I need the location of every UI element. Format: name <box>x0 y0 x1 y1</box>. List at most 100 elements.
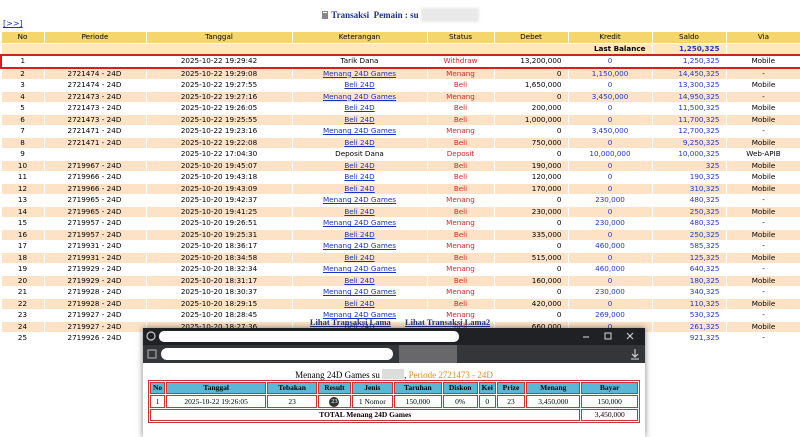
cell-text: 1 <box>20 56 26 66</box>
cell: Beli <box>426 205 495 218</box>
cell-text: 0 <box>556 195 562 205</box>
cell-text: 2719926 - 24D <box>67 333 122 343</box>
link[interactable]: Beli 24D <box>344 321 375 331</box>
title-bar <box>143 328 645 345</box>
cell-text: 0 <box>607 321 613 331</box>
link[interactable]: Menang 24D Games <box>322 218 397 228</box>
link[interactable]: Menang 24D Games <box>322 287 397 297</box>
cell-text: 2719931 - 24D <box>67 252 122 262</box>
link[interactable]: Lihat Transaksi Lama2 <box>404 317 491 327</box>
cell: Withdraw <box>426 54 495 69</box>
link[interactable]: Menang 24D Games <box>322 264 397 274</box>
link[interactable]: Beli 24D <box>344 252 375 262</box>
cell-text: 0 <box>556 149 562 159</box>
cell: 11,700,325 <box>651 113 727 126</box>
cell-text: 120,000 <box>531 172 562 182</box>
link[interactable]: Beli 24D <box>344 80 375 90</box>
cell-text: 0 <box>556 264 562 274</box>
cell-text: - <box>762 287 765 297</box>
cell-text: Beli <box>453 160 468 170</box>
cell: 0 <box>567 102 653 115</box>
cell: 9,250,325 <box>651 136 727 149</box>
link[interactable]: Menang 24D Games <box>322 241 397 251</box>
cell-text: 4 <box>20 91 25 101</box>
cell: Beli 24D <box>291 79 428 92</box>
transaction-row: 20 2719929 - 24D 2025-10-20 18:31:17 Beli 2… <box>0 274 800 287</box>
cell-text: 230,000 <box>595 195 625 205</box>
cell: 20 <box>0 274 45 287</box>
cell-text: 2025-10-20 18:27:36 <box>180 321 258 331</box>
link[interactable]: Beli 24D <box>344 172 375 182</box>
link[interactable]: Menang 24D Games <box>322 91 397 101</box>
cell-text: 19 <box>17 264 28 274</box>
link[interactable]: Beli 24D <box>344 229 375 239</box>
link[interactable]: Beli 24D <box>344 298 375 308</box>
cell-text: 2719929 - 24D <box>67 275 122 285</box>
link[interactable]: Beli 24D <box>344 103 375 113</box>
cell: Beli 24D <box>291 159 428 172</box>
cell-text: 335,000 <box>531 229 562 239</box>
link[interactable]: Beli 24D <box>344 275 375 285</box>
cell: Mobile <box>725 297 800 310</box>
cell: 3,450,000 <box>526 395 581 408</box>
link[interactable]: Menang 24D Games <box>322 126 397 136</box>
cell: 200,000 <box>493 102 569 115</box>
blur <box>420 8 479 22</box>
cell-text: Beli <box>453 298 468 308</box>
cell: Beli 24D <box>291 136 428 149</box>
page-title: Transaksi Pemain : su <box>0 8 800 22</box>
cell: 22 <box>0 297 45 310</box>
nav-link[interactable]: [>>] <box>3 19 23 28</box>
cell: Beli 24D <box>291 171 428 184</box>
cell-text: 21 <box>17 287 28 297</box>
cell: Menang 24D Games <box>291 67 428 80</box>
cell: 480,325 <box>651 217 727 230</box>
cell-text: 230,000 <box>595 218 625 228</box>
cell: 585,325 <box>651 240 727 253</box>
link[interactable]: Beli 24D <box>344 137 375 147</box>
cell: Mobile <box>725 171 800 184</box>
link[interactable]: Beli 24D <box>344 114 375 124</box>
cell: 230,000 <box>567 217 653 230</box>
link[interactable]: Menang 24D Games <box>322 310 397 320</box>
cell: Beli <box>426 297 495 310</box>
cell: 250,325 <box>651 205 727 218</box>
cell-text: Mobile <box>751 229 776 239</box>
link[interactable]: Beli 24D <box>344 206 375 216</box>
cell: Mobile <box>725 274 800 287</box>
cell: 190,000 <box>493 159 569 172</box>
cell-text: 460,000 <box>595 264 625 274</box>
transaction-row: 11 2719966 - 24D 2025-10-20 19:43:18 Beli 2… <box>0 171 800 184</box>
cell-text: 12,700,325 <box>678 126 720 136</box>
links: Lihat Transaksi Lama Lihat Transaksi Lam… <box>0 317 800 327</box>
cell-text: 2025-10-20 18:32:34 <box>180 264 258 274</box>
cell-text: 515,000 <box>531 252 562 262</box>
cell: 11 <box>0 171 45 184</box>
cell: 10,000,325 <box>651 148 727 161</box>
column-header: Tanggal <box>166 382 267 394</box>
cell: Beli <box>426 182 495 195</box>
cell-text: Mobile <box>751 137 776 147</box>
cell: 0 <box>567 54 653 69</box>
cell-text: Beli <box>453 229 468 239</box>
cell: Menang <box>426 67 495 80</box>
cell-text: - <box>762 218 765 228</box>
cell-text: 13 <box>17 195 28 205</box>
link[interactable]: Menang 24D Games <box>322 195 397 205</box>
cell-text: - <box>762 333 765 343</box>
link[interactable]: Beli 24D <box>344 183 375 193</box>
link[interactable]: Lihat Transaksi Lama <box>309 317 391 327</box>
cell: 2025-10-22 17:04:30 <box>145 148 293 161</box>
link[interactable]: Beli 24D <box>344 160 375 170</box>
cell: 6 <box>0 113 45 126</box>
cell-text: 0 <box>607 298 613 308</box>
cell-text: 2721473 - 24D <box>67 91 122 101</box>
cell-text: Beli <box>453 80 468 90</box>
cell-text: 0 <box>556 91 562 101</box>
popup-table: No Tanggal Tebakan Result Jenis Taruhan Diskon… <box>148 380 640 423</box>
link[interactable]: Menang 24D Games <box>322 68 397 78</box>
cell-text: 14,450,325 <box>678 68 720 78</box>
cell: 0 <box>493 286 569 299</box>
cell-text: Mobile <box>751 103 776 113</box>
cell-text: 25 <box>17 333 28 343</box>
